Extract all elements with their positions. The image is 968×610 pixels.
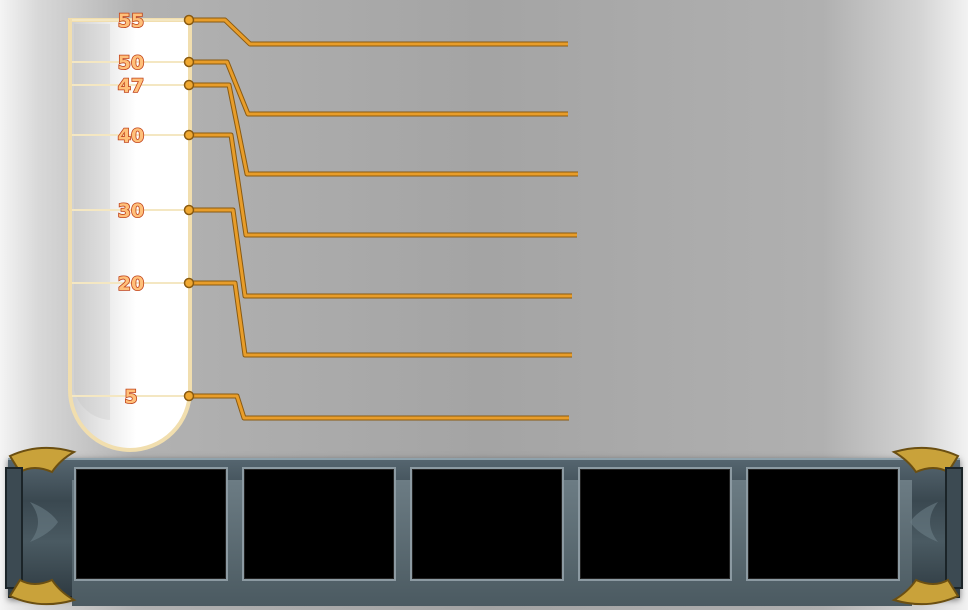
leader-lines bbox=[183, 14, 578, 421]
leader-line[interactable] bbox=[189, 281, 572, 357]
ornament-right-icon bbox=[891, 446, 963, 606]
leader-line[interactable] bbox=[189, 133, 577, 237]
tick-marks bbox=[72, 19, 188, 397]
leader-line[interactable] bbox=[189, 394, 569, 420]
cylinder-shade bbox=[74, 24, 110, 420]
leader-line-shadow bbox=[189, 132, 577, 238]
tick-label: 40 bbox=[118, 125, 144, 147]
inventory-slot-1[interactable] bbox=[74, 467, 228, 581]
leader-line[interactable] bbox=[189, 60, 568, 116]
tick-label: 5 bbox=[124, 386, 137, 408]
inventory-slot-4[interactable] bbox=[578, 467, 732, 581]
ornament-left-icon bbox=[5, 446, 77, 606]
graduated-cylinder[interactable] bbox=[68, 18, 192, 452]
cylinder-body bbox=[68, 18, 192, 452]
leader-line-shadow bbox=[189, 393, 569, 421]
leader-knob-icon bbox=[183, 204, 195, 216]
inventory-slot-3[interactable] bbox=[410, 467, 564, 581]
leader-knob-icon bbox=[183, 129, 195, 141]
leader-line-shadow bbox=[189, 82, 578, 177]
leader-line[interactable] bbox=[189, 83, 578, 176]
leader-knob-icon bbox=[183, 277, 195, 289]
leader-knob-icon bbox=[183, 56, 195, 68]
tick-label: 55 bbox=[118, 10, 144, 32]
tick-label: 47 bbox=[118, 75, 144, 97]
inventory-slot-5[interactable] bbox=[746, 467, 900, 581]
tick-label: 30 bbox=[118, 200, 144, 222]
leader-line[interactable] bbox=[189, 208, 572, 298]
inventory-slot-2[interactable] bbox=[242, 467, 396, 581]
inventory-tray bbox=[0, 442, 968, 610]
tick-label: 20 bbox=[118, 273, 144, 295]
leader-knob-icon bbox=[183, 14, 195, 26]
leader-knob-icon bbox=[183, 390, 195, 402]
tick-label: 50 bbox=[118, 52, 144, 74]
leader-knob-icon bbox=[183, 79, 195, 91]
leader-line[interactable] bbox=[189, 18, 568, 46]
